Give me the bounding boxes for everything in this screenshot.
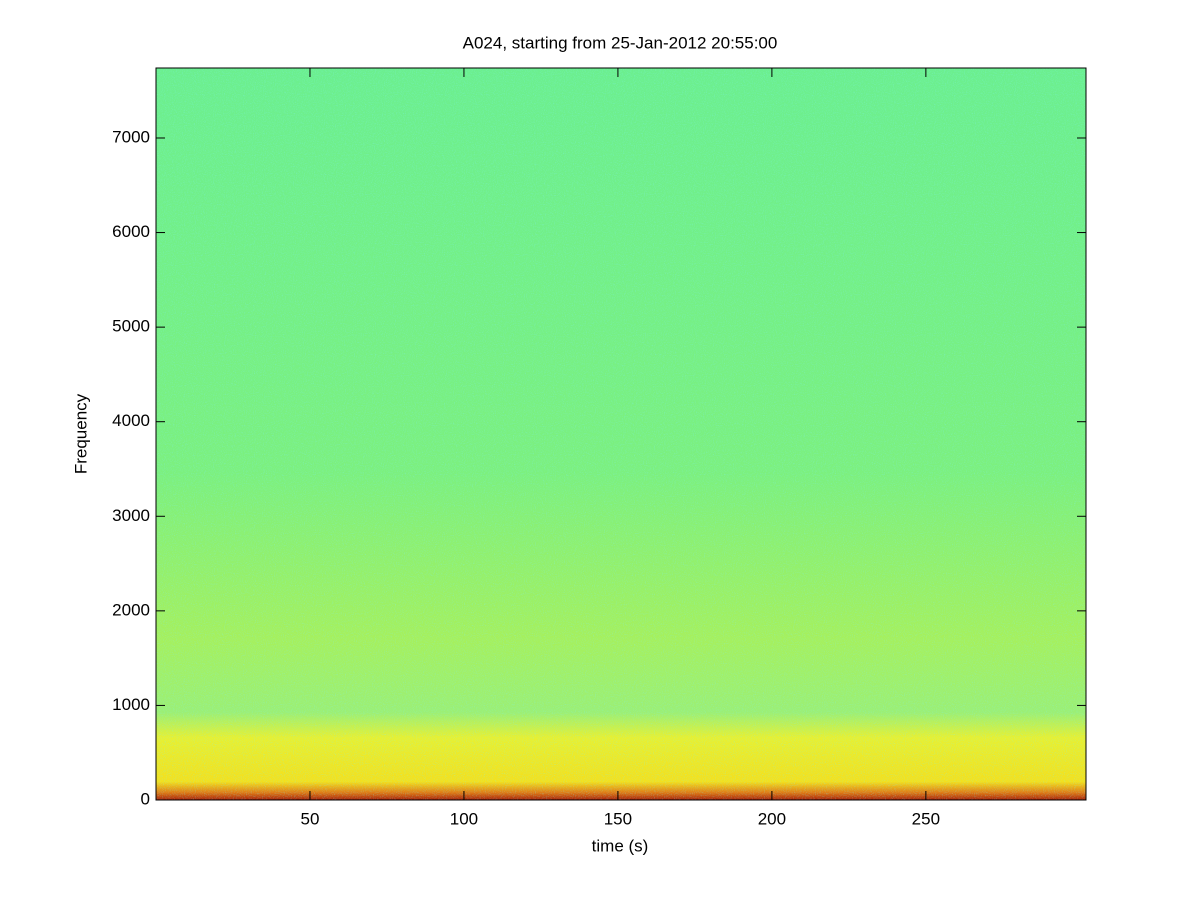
y-tick-label: 2000 [112,600,150,619]
x-tick-label: 100 [450,809,478,828]
plot-area [155,67,1087,801]
y-tick-label: 5000 [112,317,150,336]
y-tick-label: 7000 [112,127,150,146]
spectrogram-texture [156,68,1086,800]
y-tick-label: 6000 [112,222,150,241]
x-tick-label: 50 [301,809,320,828]
y-tick-label: 0 [141,789,150,808]
chart-title: A024, starting from 25-Jan-2012 20:55:00 [463,33,778,52]
y-tick-label: 4000 [112,411,150,430]
x-tick-label: 250 [912,809,940,828]
x-tick-label: 150 [604,809,632,828]
y-axis-label: Frequency [71,393,90,474]
y-tick-label: 3000 [112,506,150,525]
axes-box [155,67,1087,801]
y-tick-label: 1000 [112,695,150,714]
x-tick-label: 200 [758,809,786,828]
x-axis-label: time (s) [592,836,649,855]
